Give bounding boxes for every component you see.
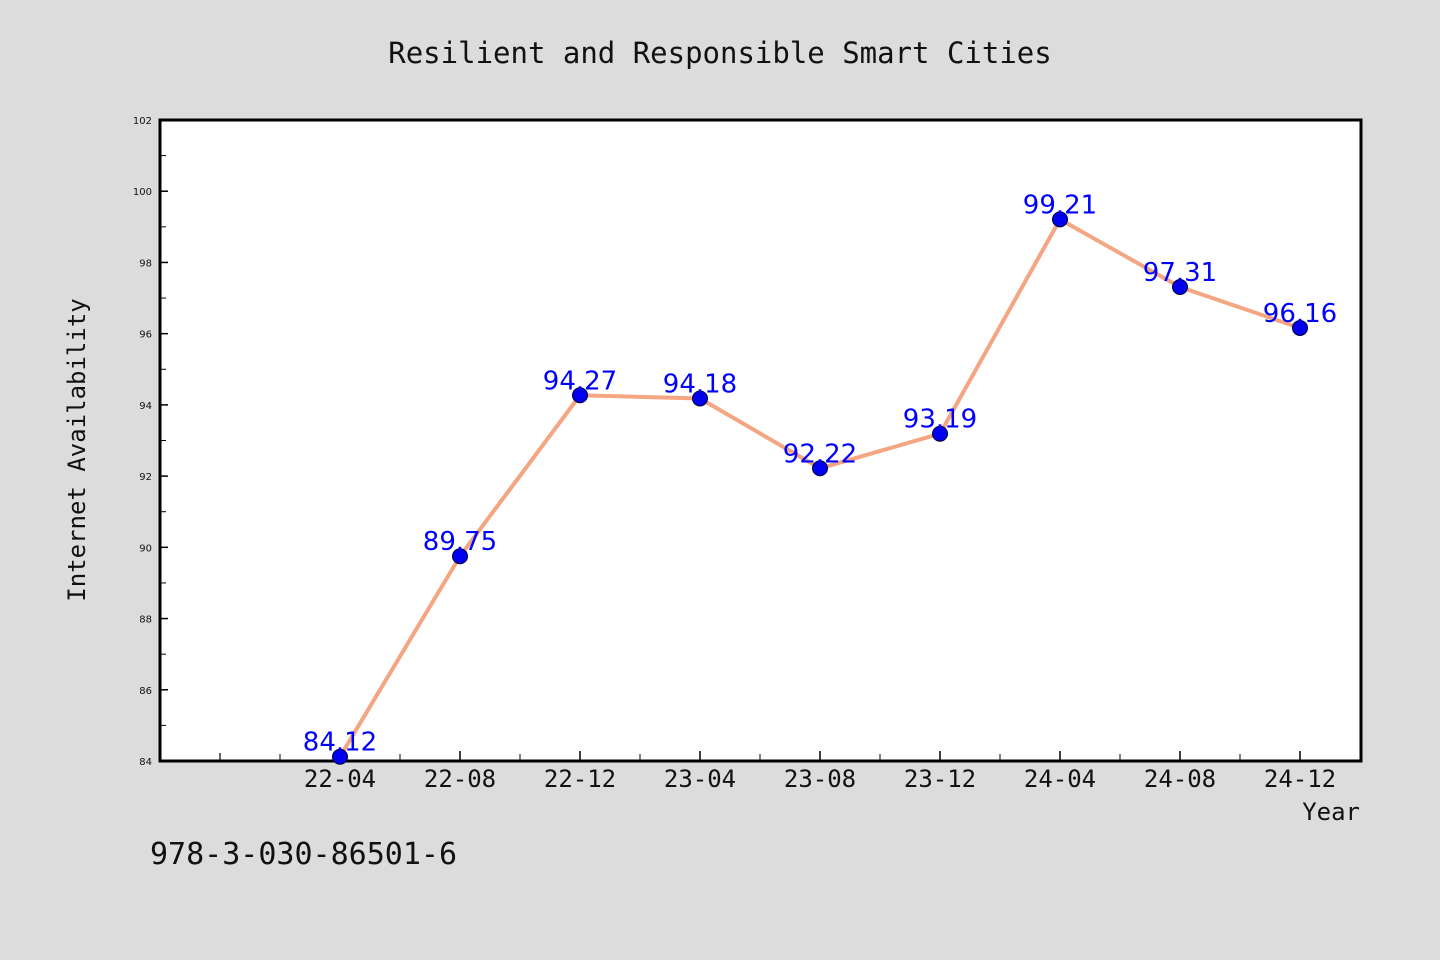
data-point <box>1292 319 1308 336</box>
x-tick-label: 22-12 <box>544 765 616 793</box>
data-label: 96.16 <box>1263 299 1337 329</box>
y-tick-label: 98 <box>139 258 152 269</box>
y-tick-label: 84 <box>139 757 152 768</box>
data-label: 94.18 <box>663 369 737 399</box>
y-tick-label: 100 <box>133 187 152 198</box>
x-tick-label: 23-12 <box>904 765 976 793</box>
data-point <box>932 425 948 442</box>
plot-area <box>158 118 1363 763</box>
data-point <box>1172 279 1188 296</box>
x-tick-label: 24-08 <box>1144 765 1216 793</box>
data-point <box>1052 211 1068 228</box>
y-tick-label: 94 <box>139 401 152 412</box>
data-label: 94.27 <box>543 366 617 396</box>
data-point <box>332 748 348 765</box>
x-axis-ticks: 22-04 22-08 22-12 23-04 23-08 23-12 24-04 24-08… <box>219 751 1336 793</box>
x-tick-label: 24-04 <box>1024 765 1096 793</box>
data-point <box>452 548 468 565</box>
data-label: 84.12 <box>303 728 377 758</box>
data-point <box>692 390 708 407</box>
x-tick-label: 22-04 <box>304 765 376 793</box>
y-tick-label: 86 <box>139 686 152 697</box>
data-label: 97.31 <box>1143 258 1217 288</box>
x-tick-label: 24-12 <box>1264 765 1336 793</box>
y-axis-label: Internet Availability <box>63 298 91 601</box>
data-label: 99.21 <box>1023 190 1097 220</box>
x-tick-label: 22-08 <box>424 765 496 793</box>
data-label: 92.22 <box>783 439 857 469</box>
series-layer: 84.12 89.75 94.27 94.18 92.22 93.19 99.21 97.31… <box>303 190 1337 765</box>
x-tick-label: 23-08 <box>784 765 856 793</box>
data-point <box>812 460 828 477</box>
y-tick-label: 88 <box>139 615 152 626</box>
footer-text: 978-3-030-86501-6 <box>150 837 457 872</box>
y-axis-ticks: 84 86 88 90 92 94 96 98 100 102 <box>133 116 168 768</box>
y-tick-label: 96 <box>139 330 152 341</box>
data-label: 89.75 <box>423 527 497 557</box>
x-tick-label: 23-04 <box>664 765 736 793</box>
y-tick-label: 90 <box>139 543 152 554</box>
data-label: 93.19 <box>903 405 977 435</box>
chart-title: Resilient and Responsible Smart Cities <box>388 36 1051 70</box>
x-axis-label: Year <box>1302 798 1360 826</box>
y-tick-label: 92 <box>139 472 152 483</box>
y-tick-label: 102 <box>133 116 152 127</box>
data-point <box>572 387 588 404</box>
